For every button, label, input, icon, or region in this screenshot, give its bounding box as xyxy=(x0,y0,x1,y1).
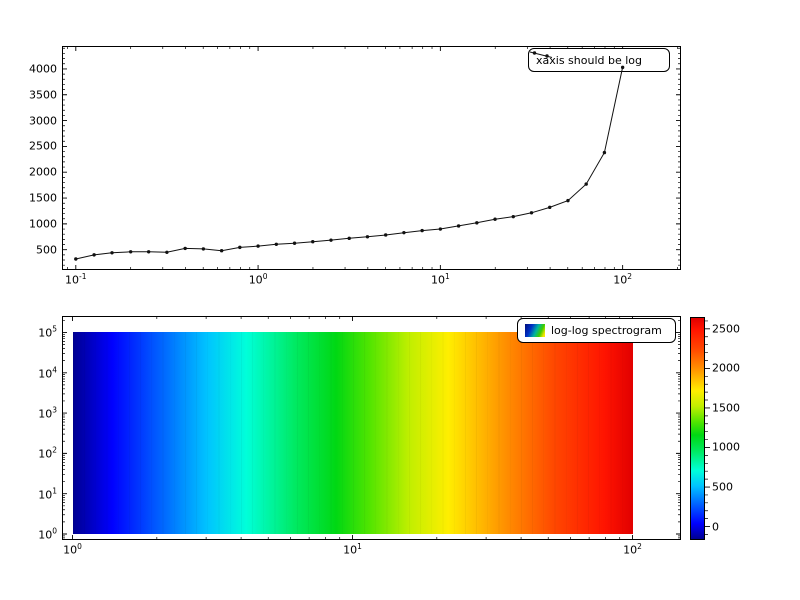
top-x-tick-label: 101 xyxy=(430,272,450,287)
colorbar-ticks xyxy=(705,320,710,535)
bottom-y-tick-label: 101 xyxy=(38,486,57,502)
bottom-legend-label: log-log spectrogram xyxy=(551,324,662,337)
bottom-y-major-ticks xyxy=(62,332,681,535)
bottom-y-minor-ticks xyxy=(62,319,681,539)
data-point-marker xyxy=(165,250,169,254)
colorbar-tick-label: 0 xyxy=(712,520,719,534)
top-y-tick-label: 4000 xyxy=(29,62,57,76)
quadmesh-icon xyxy=(525,324,545,337)
bottom-y-tick-label: 102 xyxy=(38,446,57,461)
data-point-marker xyxy=(311,239,315,244)
data-point-marker xyxy=(183,246,187,251)
bottom-axes-frame-and-ticks xyxy=(62,316,681,540)
spectrogram-mesh xyxy=(72,332,633,534)
data-point-marker xyxy=(438,227,443,231)
bottom-y-tick-label: 103 xyxy=(38,405,57,421)
bottom-x-major-ticks xyxy=(72,316,633,540)
data-point-marker xyxy=(365,235,370,239)
bottom-x-tick-label: 101 xyxy=(343,542,362,557)
data-point-marker xyxy=(475,221,479,225)
top-y-tick-label: 3500 xyxy=(29,88,57,102)
bottom-y-tick-label: 104 xyxy=(38,365,57,381)
top-legend: xaxis should be log xyxy=(528,48,670,72)
top-x-minor-ticks xyxy=(67,46,678,270)
data-point-marker xyxy=(529,211,534,215)
colorbar-tick-label: 1500 xyxy=(712,401,740,415)
data-point-marker xyxy=(274,242,279,246)
data-point-marker xyxy=(620,65,625,70)
data-point-marker xyxy=(92,253,96,257)
data-point-marker xyxy=(329,238,333,242)
data-point-marker xyxy=(420,228,424,233)
colorbar-tick-label: 2500 xyxy=(712,322,740,336)
colorbar-major-ticks xyxy=(705,328,710,528)
data-point-marker xyxy=(219,249,224,253)
data-point-marker xyxy=(292,241,297,245)
data-point-marker xyxy=(511,214,515,219)
data-line xyxy=(75,67,624,260)
top-axes-frame-and-ticks xyxy=(62,46,681,270)
bottom-x-tick-label: 102 xyxy=(623,542,642,557)
data-point-marker xyxy=(456,224,461,228)
data-point-marker xyxy=(256,244,260,248)
data-point-marker xyxy=(493,217,497,221)
data-point-marker xyxy=(402,230,406,235)
top-legend-label: xaxis should be log xyxy=(536,53,642,67)
data-point-marker xyxy=(74,257,78,261)
top-x-tick-label: 100 xyxy=(248,272,268,287)
top-x-tick-label: 102 xyxy=(613,272,633,287)
top-x-tick-label: 10-1 xyxy=(65,272,87,287)
bottom-axes: log-log spectrogram xyxy=(62,316,681,540)
bottom-y-tick-label: 100 xyxy=(38,526,57,542)
bottom-x-tick-label: 100 xyxy=(63,542,82,557)
data-point-marker xyxy=(128,250,133,254)
top-y-minor-ticks xyxy=(62,47,681,266)
top-y-major-ticks xyxy=(62,68,681,251)
data-point-marker xyxy=(602,150,607,155)
colorbar-minor-ticks xyxy=(705,320,708,535)
colorbar-gradient xyxy=(691,318,704,539)
data-point-marker xyxy=(347,236,351,241)
bottom-x-minor-ticks xyxy=(156,316,621,540)
colorbar xyxy=(690,317,705,540)
colorbar-tick-label: 2000 xyxy=(712,361,740,375)
data-point-marker xyxy=(201,247,206,251)
top-y-tick-label: 500 xyxy=(36,243,57,257)
data-point-marker xyxy=(110,251,114,255)
bottom-y-tick-label: 105 xyxy=(38,325,57,340)
data-point-marker xyxy=(238,245,242,250)
colorbar-tick-label: 1000 xyxy=(712,440,740,454)
top-y-tick-label: 1500 xyxy=(29,191,57,205)
data-point-marker xyxy=(548,205,552,210)
bottom-legend: log-log spectrogram xyxy=(517,318,676,343)
data-point-marker xyxy=(383,233,388,237)
top-y-tick-label: 1000 xyxy=(29,217,57,231)
top-y-tick-label: 3000 xyxy=(29,114,57,128)
data-point-marker xyxy=(584,182,588,186)
top-axes: xaxis should be log xyxy=(62,46,681,270)
line-marker-icon xyxy=(529,51,553,58)
top-axes-frame xyxy=(62,46,681,270)
data-line-layer xyxy=(74,65,625,261)
colorbar-tick-label: 500 xyxy=(712,480,733,494)
top-y-tick-label: 2000 xyxy=(29,165,57,179)
data-point-marker xyxy=(566,198,570,203)
data-point-marker xyxy=(146,250,151,254)
top-y-tick-label: 2500 xyxy=(29,139,57,153)
bottom-axes-frame xyxy=(62,316,681,540)
